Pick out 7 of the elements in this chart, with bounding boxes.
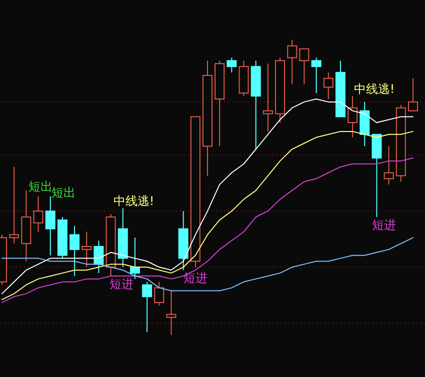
annotation: 短出	[52, 185, 76, 200]
annotation: 短进	[183, 270, 208, 285]
annotation: 中线逃!	[354, 82, 395, 96]
annotation: 短出	[28, 179, 53, 194]
annotation: 短进	[110, 276, 134, 291]
annotation: 中线逃!	[113, 194, 154, 208]
annotation: 短进	[372, 218, 396, 232]
